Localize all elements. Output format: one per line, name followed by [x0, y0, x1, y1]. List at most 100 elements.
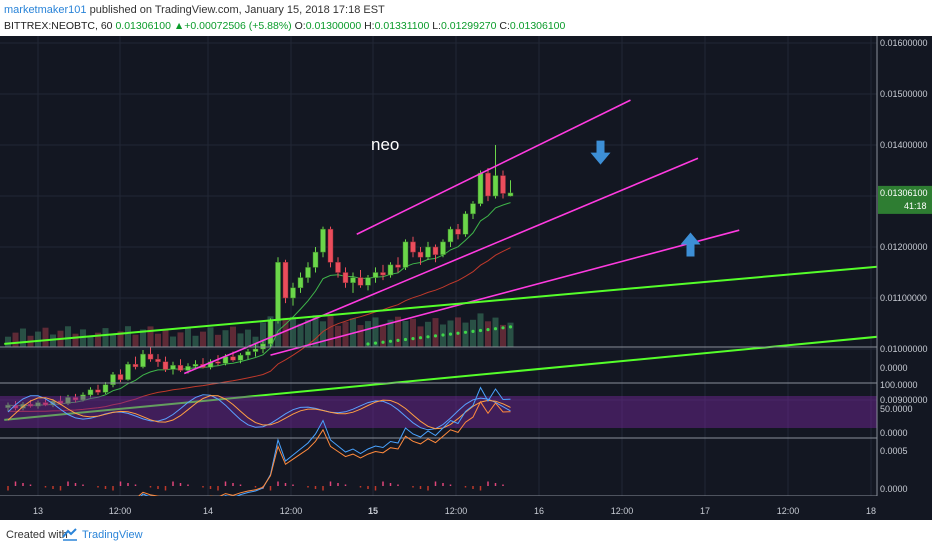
candle-body — [117, 374, 124, 380]
volume-bar — [410, 318, 416, 347]
stoch-k-line — [7, 394, 511, 431]
stoch-d-line — [7, 395, 511, 430]
volume-trend-dot — [456, 331, 460, 335]
volume-bar — [275, 319, 281, 347]
candle-body — [162, 361, 169, 370]
volume-bar — [245, 329, 251, 347]
time-tick-label: 18 — [866, 506, 876, 516]
volume-bar — [162, 329, 169, 347]
grid — [0, 36, 877, 496]
price-tick-label: 0.01600000 — [880, 38, 928, 48]
volume-bar — [20, 328, 26, 347]
volume-bar — [35, 331, 41, 347]
candle-body — [320, 228, 326, 253]
price-axis-bg — [877, 36, 932, 496]
candle-body — [342, 272, 349, 283]
tradingview-logo-icon — [62, 528, 77, 541]
candle-body — [462, 213, 469, 235]
candle-body — [275, 262, 281, 322]
volume-bar — [207, 327, 214, 347]
chart-area[interactable]: 0.016000000.015000000.014000000.01300000… — [0, 36, 932, 527]
time-tick-label: 12:00 — [445, 506, 468, 516]
candle-body — [192, 364, 199, 367]
tradingview-link[interactable]: TradingView — [82, 529, 143, 541]
candle-body — [410, 241, 416, 253]
volume-bar — [215, 334, 221, 347]
candle-body — [237, 354, 244, 361]
candle-body — [230, 356, 236, 361]
volume-bar — [320, 321, 326, 347]
volume-bar — [237, 333, 244, 347]
candle-body — [507, 192, 514, 197]
volume-bar — [170, 336, 176, 347]
candle-body — [387, 264, 394, 276]
volume-trend-dot — [463, 330, 468, 334]
volume-trend-dot — [501, 326, 505, 330]
candle-body — [500, 175, 506, 194]
moving-average-fast — [7, 202, 511, 407]
volume-bar — [327, 316, 334, 347]
volume-bar — [372, 317, 379, 347]
volume-trend-dot — [396, 338, 400, 342]
volume-bar — [305, 319, 311, 347]
volume-bar — [5, 336, 11, 347]
volume-trend-dot — [448, 332, 453, 336]
candle-body — [425, 246, 431, 258]
close-value: 0.01306100 — [509, 20, 566, 32]
volume-bar — [290, 316, 296, 347]
volume-trend-dot — [471, 329, 475, 333]
time-tick-label: 12:00 — [777, 506, 800, 516]
last-price: 0.01306100 — [115, 20, 171, 32]
candle-body — [27, 403, 34, 407]
stoch-axis-label: 0.0000 — [880, 428, 908, 438]
volume-bar — [282, 317, 289, 347]
volume-trend-dot — [388, 339, 393, 343]
price-tick-label: 0.01200000 — [880, 242, 928, 252]
macd-axis-label: 0.0000 — [880, 484, 908, 494]
volume-bar — [507, 322, 514, 347]
arrow-down-icon — [590, 140, 611, 165]
countdown-label: 41:18 — [904, 201, 927, 211]
volume-bar — [395, 316, 401, 347]
current-price-label: 0.01306100 — [880, 188, 928, 198]
volume-trend-dot — [441, 333, 445, 337]
time-tick-label: 12:00 — [280, 506, 303, 516]
volume-bar — [492, 317, 499, 347]
candle-body — [282, 262, 289, 299]
volume-bar — [125, 326, 131, 347]
time-tick-label: 12:00 — [109, 506, 132, 516]
candle-body — [290, 287, 296, 299]
volume-axis-label: 0.0000 — [880, 363, 908, 373]
candle-body — [372, 272, 379, 278]
volume-bar — [365, 321, 371, 347]
candle-body — [365, 277, 371, 286]
candle-body — [132, 364, 139, 368]
volume-bar — [222, 330, 229, 347]
volume-bar — [155, 333, 161, 347]
volume-bar — [65, 326, 71, 347]
volume-trend-dot — [403, 337, 408, 342]
lower-panes — [0, 325, 932, 527]
candle-body — [125, 364, 131, 380]
chart-svg[interactable]: 0.016000000.015000000.014000000.01300000… — [0, 36, 932, 527]
candle-body — [87, 389, 94, 396]
candle-body — [95, 389, 101, 393]
time-tick-label: 14 — [203, 506, 213, 516]
candle-body — [440, 241, 446, 255]
time-tick-label: 16 — [534, 506, 544, 516]
arrows — [590, 140, 701, 257]
candle-body — [350, 277, 356, 283]
candle-body — [110, 374, 116, 385]
annotation-text: neo — [371, 135, 399, 154]
candle-body — [65, 397, 71, 404]
time-tick-label: 12:00 — [611, 506, 634, 516]
candles — [5, 145, 514, 412]
candle-body — [5, 404, 11, 408]
author-link[interactable]: marketmaker101 — [4, 4, 87, 16]
footer: Created with TradingView — [0, 520, 932, 550]
volume-trend-dot — [411, 337, 415, 341]
price-tick-label: 0.01500000 — [880, 89, 928, 99]
volume-trend-dot — [426, 335, 430, 339]
volume-bar — [252, 336, 259, 347]
volume-bar — [200, 331, 206, 347]
